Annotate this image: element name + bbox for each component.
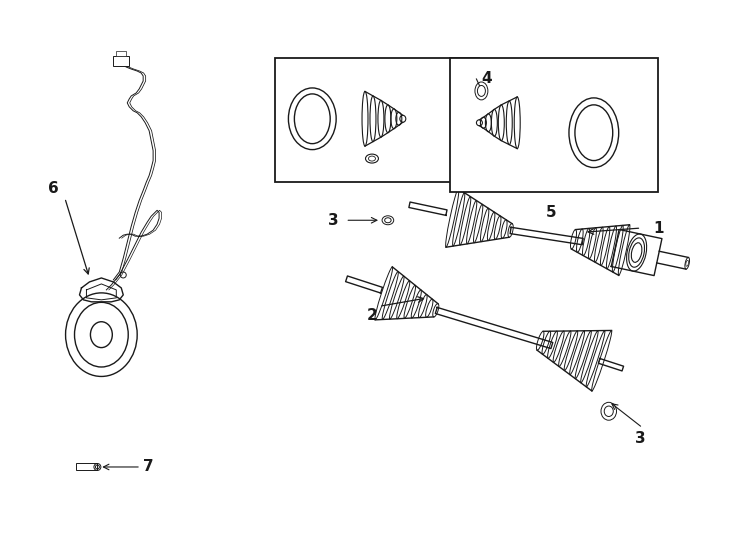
Text: 1: 1 <box>653 221 664 236</box>
Bar <box>449 58 658 192</box>
Text: 3: 3 <box>327 213 338 228</box>
Text: 4: 4 <box>482 71 492 86</box>
Bar <box>275 58 479 183</box>
Text: 7: 7 <box>143 460 154 475</box>
Text: 5: 5 <box>546 205 556 220</box>
Bar <box>116 51 126 56</box>
Text: 3: 3 <box>635 431 646 446</box>
Bar <box>113 56 129 66</box>
Text: 6: 6 <box>48 181 59 197</box>
Text: 2: 2 <box>366 308 377 323</box>
Bar <box>76 463 98 470</box>
